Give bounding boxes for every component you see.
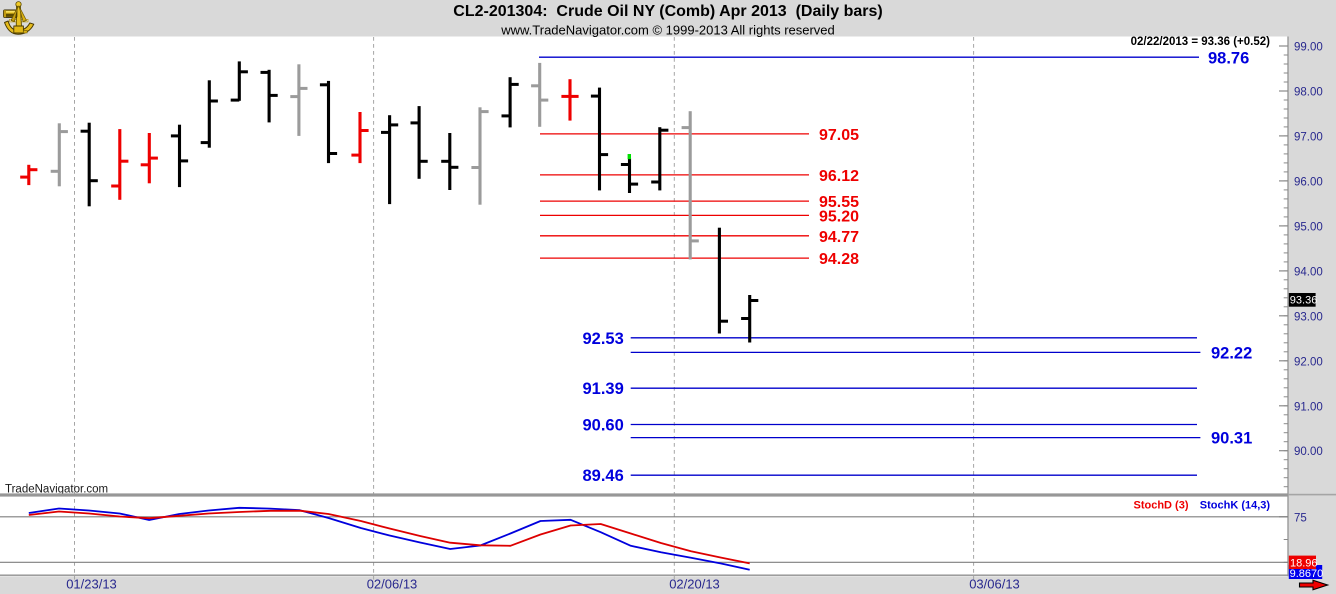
svg-text:www.TradeNavigator.com © 1999-: www.TradeNavigator.com © 1999-2013 All r… [500,23,835,38]
svg-text:75: 75 [1294,512,1307,524]
svg-text:97.00: 97.00 [1294,131,1323,143]
svg-text:91.00: 91.00 [1294,401,1323,413]
svg-text:89.46: 89.46 [583,467,624,485]
svg-text:01/23/13: 01/23/13 [66,577,117,592]
svg-text:98.00: 98.00 [1294,87,1323,99]
svg-text:91.39: 91.39 [583,380,624,398]
svg-text:9.8670: 9.8670 [1290,568,1324,580]
svg-text:94.00: 94.00 [1294,266,1323,278]
svg-text:02/20/13: 02/20/13 [669,577,720,592]
svg-text:02/22/2013 = 93.36 (+0.52): 02/22/2013 = 93.36 (+0.52) [1131,36,1271,48]
svg-text:95.55: 95.55 [819,194,859,211]
svg-text:93.36: 93.36 [1290,295,1318,307]
svg-text:TradeNavigator.com: TradeNavigator.com [5,484,108,496]
svg-text:90.00: 90.00 [1294,446,1323,458]
svg-text:02/06/13: 02/06/13 [367,577,418,592]
svg-text:96.00: 96.00 [1294,176,1323,188]
svg-text:97.05: 97.05 [819,127,859,144]
svg-text:96.12: 96.12 [819,168,859,185]
svg-text:90.60: 90.60 [583,417,624,435]
svg-text:92.53: 92.53 [583,330,624,348]
svg-text:92.22: 92.22 [1211,344,1252,362]
svg-text:95.00: 95.00 [1294,221,1323,233]
svg-text:18.96: 18.96 [1290,557,1318,569]
svg-text:98.76: 98.76 [1208,49,1249,67]
svg-text:95.20: 95.20 [819,208,859,225]
svg-text:CL2-201304: Crude Oil NY (Com: CL2-201304: Crude Oil NY (Comb) Apr 2013… [453,3,882,20]
svg-text:94.77: 94.77 [819,229,859,246]
svg-text:03/06/13: 03/06/13 [969,577,1020,592]
svg-text:StochD (3): StochD (3) [1134,499,1189,511]
svg-text:93.00: 93.00 [1294,311,1323,323]
svg-text:99.00: 99.00 [1294,42,1323,54]
svg-text:90.31: 90.31 [1211,430,1252,448]
svg-text:94.28: 94.28 [819,251,859,268]
svg-text:92.00: 92.00 [1294,356,1323,368]
svg-text:StochK (14,3): StochK (14,3) [1200,499,1271,511]
